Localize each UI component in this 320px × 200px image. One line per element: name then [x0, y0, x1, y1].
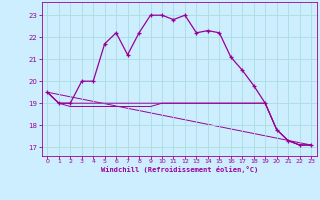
X-axis label: Windchill (Refroidissement éolien,°C): Windchill (Refroidissement éolien,°C) [100, 166, 258, 173]
